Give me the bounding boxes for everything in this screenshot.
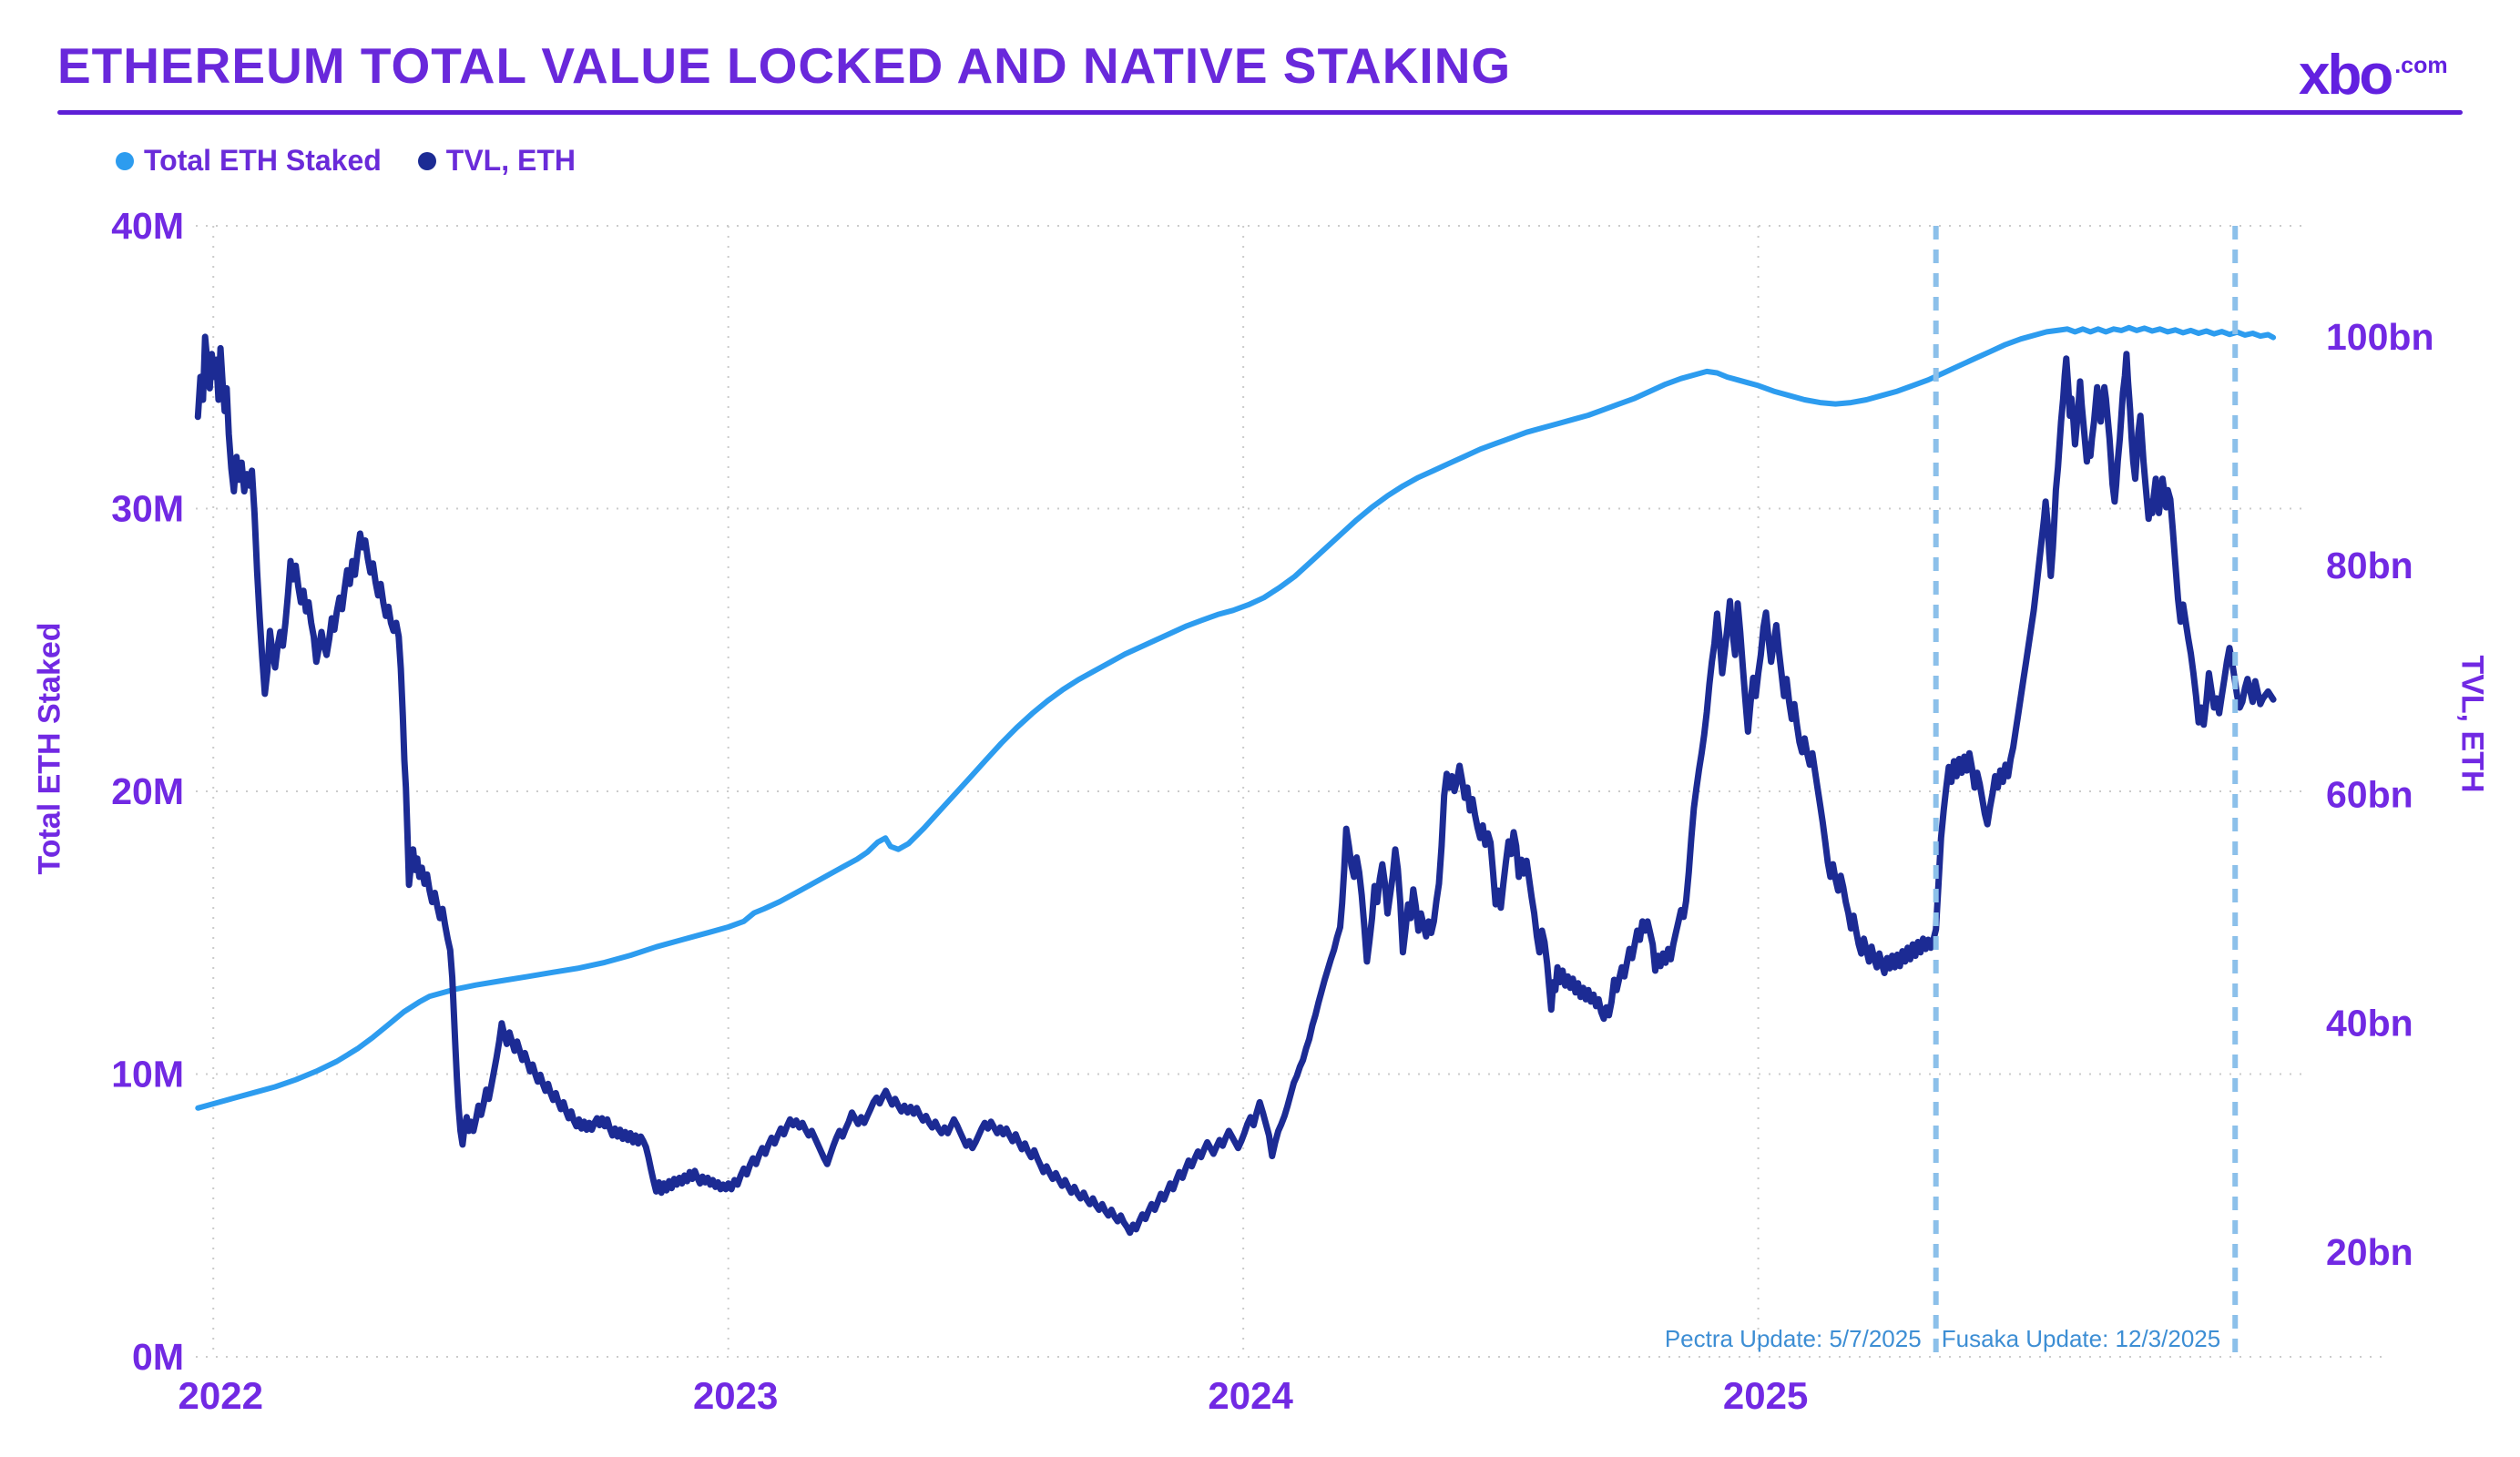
staked-legend-dot-icon [116,151,134,170]
tvl-line [194,333,2277,1237]
right-axis-tick: 80bn [2326,545,2413,586]
legend-item-total-eth-staked: Total ETH Staked [116,144,382,178]
legend-label-tvl: TVL, ETH [445,144,576,177]
total-eth-staked-line [195,324,2277,1111]
tvl-legend-dot-icon [417,151,436,170]
legend-item-tvl: TVL, ETH [417,144,576,178]
right-axis-tick: 60bn [2326,773,2413,815]
left-axis-tick: 40M [111,205,184,247]
right-axis-tick: 20bn [2326,1231,2413,1273]
x-axis-tick: 2024 [1208,1374,1293,1417]
left-axis-tick: 0M [132,1336,184,1378]
pectra-update-label: Pectra Update: 5/7/2025 [1665,1325,1922,1352]
xbo-logo: xbo .com [2299,47,2448,104]
left-axis-tick: 30M [111,488,184,530]
x-axis-tick: 2025 [1723,1374,1808,1417]
legend: Total ETH Staked TVL, ETH [116,144,576,178]
fusaka-update-label: Fusaka Update: 12/3/2025 [1942,1325,2220,1352]
legend-label-staked: Total ETH Staked [144,144,382,177]
right-axis-tick: 100bn [2326,316,2434,358]
x-axis-tick: 2023 [693,1374,778,1417]
title-underline [57,110,2463,115]
xbo-logo-text: xbo [2299,44,2393,107]
page-title: ETHEREUM TOTAL VALUE LOCKED AND NATIVE S… [57,37,1512,94]
left-axis-tick: 10M [111,1054,184,1095]
x-axis-tick: 2022 [179,1374,263,1417]
xbo-logo-domain: .com [2394,53,2448,78]
left-axis-tick: 20M [111,770,184,812]
right-axis-tick: 40bn [2326,1003,2413,1044]
